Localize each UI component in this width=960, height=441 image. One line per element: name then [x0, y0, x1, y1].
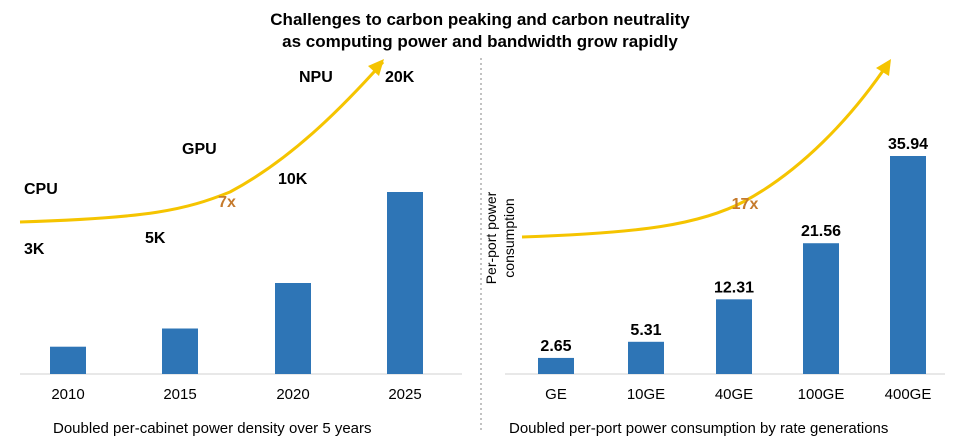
trend-label-cpu: CPU: [24, 181, 58, 198]
right-bar-GE: [538, 357, 574, 374]
right-x-tick-label: 400GE: [885, 386, 932, 403]
right-bar-value-label: 2.65: [540, 338, 571, 355]
right-bar-value-label: 21.56: [801, 223, 841, 240]
trend-value-10k: 10K: [278, 171, 308, 188]
right-bar-value-label: 5.31: [630, 322, 661, 339]
left-bar-2025: [387, 192, 423, 374]
left-x-tick-label: 2010: [51, 386, 84, 403]
left-x-tick-label: 2015: [163, 386, 196, 403]
trend-value-20k: 20K: [385, 69, 415, 86]
left-multiplier-label: 7x: [218, 194, 236, 211]
right-bar-value-label: 12.31: [714, 279, 754, 296]
right-x-tick-label: 10GE: [627, 386, 665, 403]
left-bar-2010: [50, 346, 86, 374]
y-axis-label-line-1: Per-port power: [483, 191, 499, 284]
right-bar-40GE: [716, 299, 752, 374]
right-x-tick-label: 40GE: [715, 386, 753, 403]
left-bar-2015: [162, 328, 198, 374]
right-bar-400GE: [890, 156, 926, 374]
right-bar-value-label: 35.94: [888, 136, 928, 153]
left-trend-curve: [19, 60, 385, 224]
right-trend-arrowhead: [876, 59, 891, 76]
left-x-tick-label: 2020: [276, 386, 309, 403]
trend-value-5k: 5K: [145, 230, 166, 247]
right-bar-10GE: [628, 341, 664, 374]
trend-label-gpu: GPU: [182, 141, 217, 158]
left-caption: Doubled per-cabinet power density over 5…: [53, 420, 372, 437]
right-multiplier-label: 17x: [732, 196, 759, 213]
left-trend-arrowhead: [368, 59, 384, 76]
left-bar-2020: [275, 283, 311, 374]
chart-title-line-2: as computing power and bandwidth grow ra…: [282, 32, 678, 51]
right-x-tick-label: GE: [545, 386, 567, 403]
right-caption: Doubled per-port power consumption by ra…: [509, 420, 889, 437]
chart-title-line-1: Challenges to carbon peaking and carbon …: [270, 10, 690, 29]
trend-label-npu: NPU: [299, 69, 333, 86]
y-axis-label-line-2: consumption: [501, 198, 517, 277]
right-bar-100GE: [803, 243, 839, 374]
right-trend-curve: [521, 61, 891, 239]
left-x-tick-label: 2025: [388, 386, 421, 403]
right-x-tick-label: 100GE: [798, 386, 845, 403]
trend-value-3k: 3K: [24, 241, 45, 258]
